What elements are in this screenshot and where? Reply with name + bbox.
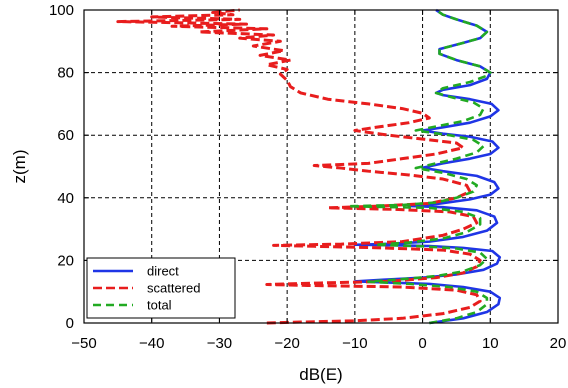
y-tick-label: 100 — [49, 2, 74, 19]
series-line-scattered — [116, 8, 482, 325]
x-axis-label: dB(E) — [299, 365, 342, 384]
y-tick-label: 0 — [66, 315, 74, 332]
legend: direct scattered total — [86, 257, 236, 319]
x-tick-label: −40 — [139, 335, 164, 352]
y-axis-label: z(m) — [10, 150, 29, 184]
y-tick-label: 80 — [57, 65, 74, 82]
y-tick-label: 60 — [57, 127, 74, 144]
x-tick-label: −10 — [342, 335, 367, 352]
x-tick-label: 10 — [482, 335, 499, 352]
series-line-total — [346, 8, 492, 325]
y-tick-label: 20 — [57, 252, 74, 269]
x-tick-label: 0 — [418, 335, 426, 352]
y-tick-label: 40 — [57, 190, 74, 207]
x-tick-label: 20 — [550, 335, 567, 352]
plot-frame — [83, 9, 559, 324]
legend-label-scattered: scattered — [147, 281, 200, 296]
legend-label-total: total — [147, 298, 172, 313]
legend-label-direct: direct — [147, 264, 179, 279]
x-tick-label: −30 — [207, 335, 232, 352]
x-tick-label: −50 — [71, 335, 96, 352]
x-tick-label: −20 — [274, 335, 299, 352]
series-layer — [116, 8, 502, 325]
ticks — [83, 9, 559, 324]
tick-labels: −50 −40 −30 −20 −10 0 10 20 0 20 40 60 80 100 — [49, 2, 566, 352]
